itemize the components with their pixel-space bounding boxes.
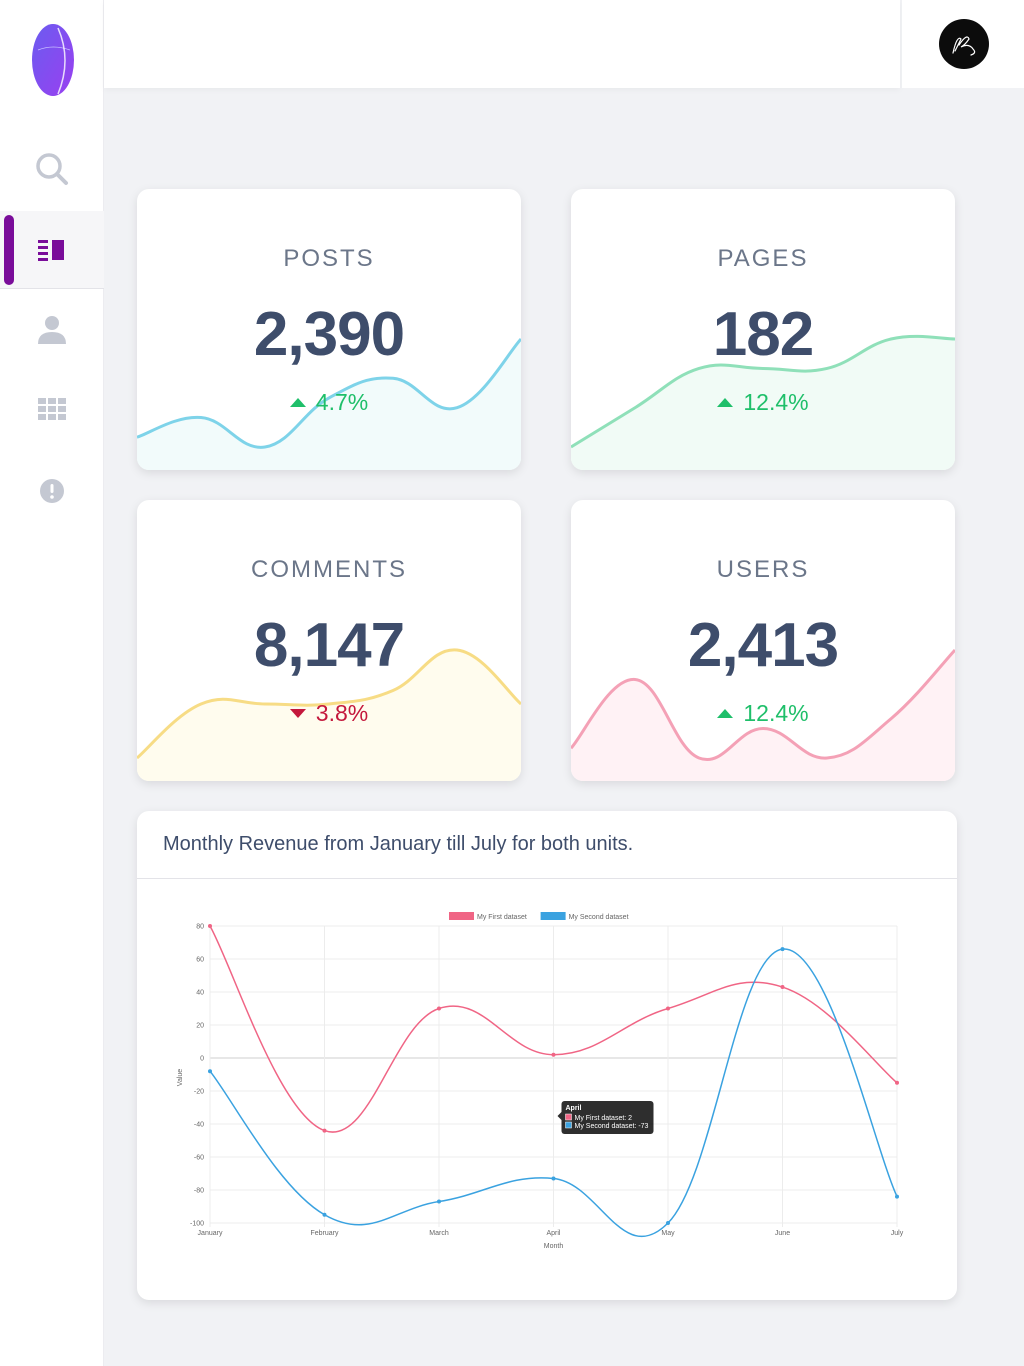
x-axis-title: Month — [544, 1243, 564, 1250]
data-point — [666, 1221, 670, 1225]
stat-delta: 12.4% — [571, 389, 955, 416]
data-point — [666, 1006, 670, 1011]
sparkline-area — [571, 336, 955, 470]
legend-swatch — [449, 912, 474, 920]
stat-delta-value: 4.7% — [315, 389, 369, 415]
revenue-chart-card: Monthly Revenue from January till July f… — [137, 811, 957, 1300]
sidebar-item-users[interactable] — [0, 291, 104, 369]
increase-arrow-icon — [289, 398, 306, 407]
y-tick-label: 80 — [196, 924, 204, 931]
stat-value: 2,390 — [253, 300, 405, 369]
data-point — [895, 1194, 899, 1199]
users-sparkline — [571, 648, 955, 781]
legend-label: My First dataset — [477, 914, 527, 921]
x-tick-label: April — [546, 1230, 560, 1237]
sparkline-area — [137, 339, 521, 470]
search-icon — [36, 153, 68, 185]
data-point — [895, 1080, 899, 1085]
tooltip-line: My First dataset: 2 — [575, 1115, 633, 1122]
tooltip-title: April — [566, 1105, 582, 1112]
sparkline-line — [571, 334, 955, 449]
revenue-line-chart[interactable]: 80 60 40 20 0 -20 -40 -60 -80 -100 January February… — [137, 811, 957, 1300]
stat-label: PAGES — [717, 245, 809, 272]
y-tick-label: -40 — [194, 1122, 204, 1129]
data-point — [780, 947, 785, 952]
stat-value: 2,413 — [687, 611, 839, 680]
data-point — [551, 1176, 556, 1181]
data-point — [208, 1069, 212, 1074]
sparkline-line — [137, 648, 521, 760]
sidebar-item-posts[interactable] — [0, 211, 104, 289]
y-tick-label: 20 — [196, 1023, 204, 1030]
list-icon — [38, 239, 64, 261]
y-tick-label: -80 — [194, 1188, 204, 1195]
decrease-arrow-icon — [289, 709, 306, 718]
stat-delta-value: 12.4% — [743, 389, 809, 415]
increase-arrow-icon — [717, 398, 734, 407]
sidebar-item-alert[interactable] — [0, 452, 104, 530]
x-tick-label: May — [661, 1230, 675, 1237]
sparkline-line — [137, 337, 521, 449]
stat-value: 182 — [712, 300, 814, 369]
top-bar-user-area — [902, 0, 1024, 88]
stat-card-comments[interactable]: COMMENTS 8,147 3.8% — [137, 500, 521, 781]
y-tick-label: 40 — [196, 990, 204, 997]
stat-card-posts[interactable]: POSTS 2,390 4.7% — [137, 189, 521, 470]
data-point — [322, 1128, 327, 1133]
top-bar — [104, 0, 900, 88]
user-avatar[interactable] — [939, 19, 989, 69]
legend-label: My Second dataset — [569, 914, 629, 921]
data-point — [437, 1199, 441, 1204]
x-tick-label: February — [310, 1230, 339, 1237]
alert-icon — [40, 479, 64, 503]
posts-sparkline — [137, 337, 521, 470]
data-point — [437, 1006, 441, 1011]
sidebar-item-grid[interactable] — [0, 370, 104, 448]
increase-arrow-icon — [717, 709, 734, 718]
comments-sparkline — [137, 648, 521, 781]
y-tick-label: 0 — [200, 1056, 204, 1063]
divider — [137, 878, 957, 879]
sparkline-area — [137, 649, 521, 781]
x-tick-label: January — [198, 1230, 223, 1237]
y-tick-label: -60 — [194, 1155, 204, 1162]
stat-label: COMMENTS — [251, 556, 407, 583]
x-tick-label: March — [429, 1230, 449, 1237]
x-tick-label: June — [775, 1230, 790, 1237]
sidebar — [0, 0, 104, 1366]
chart-tooltip: April My First dataset: 2My Second datase… — [557, 1101, 654, 1134]
stat-card-users[interactable]: USERS 2,413 12.4% — [571, 500, 955, 781]
y-tick-label: -100 — [190, 1221, 204, 1228]
sparkline-area — [571, 650, 955, 781]
y-tick-label: -20 — [194, 1089, 204, 1096]
y-tick-label: 60 — [196, 957, 204, 964]
sparkline-line — [571, 648, 955, 762]
chart-title: Monthly Revenue from January till July f… — [163, 833, 634, 855]
app-logo[interactable] — [28, 20, 80, 98]
y-axis-title: Value — [177, 1069, 184, 1086]
sidebar-item-search[interactable] — [0, 130, 104, 208]
data-point — [551, 1052, 556, 1057]
stat-delta-value: 3.8% — [315, 700, 369, 726]
grid-icon — [38, 398, 66, 420]
data-point — [322, 1212, 327, 1217]
pages-sparkline — [571, 334, 955, 470]
stat-label: USERS — [716, 556, 810, 583]
user-icon — [38, 316, 66, 344]
stat-delta: 4.7% — [137, 389, 521, 416]
active-indicator — [4, 215, 14, 285]
stat-delta: 3.8% — [137, 700, 521, 727]
signature-avatar-icon — [952, 36, 976, 56]
legend-swatch — [540, 912, 566, 920]
data-point — [208, 924, 212, 928]
stat-card-pages[interactable]: PAGES 182 12.4% — [571, 189, 955, 470]
data-point — [780, 985, 785, 990]
stat-label: POSTS — [283, 245, 375, 272]
tooltip-line: My Second dataset: -73 — [575, 1123, 649, 1130]
stat-value: 8,147 — [253, 611, 405, 680]
stat-delta: 12.4% — [571, 700, 955, 727]
x-tick-label: July — [891, 1230, 904, 1237]
stat-delta-value: 12.4% — [743, 700, 809, 726]
